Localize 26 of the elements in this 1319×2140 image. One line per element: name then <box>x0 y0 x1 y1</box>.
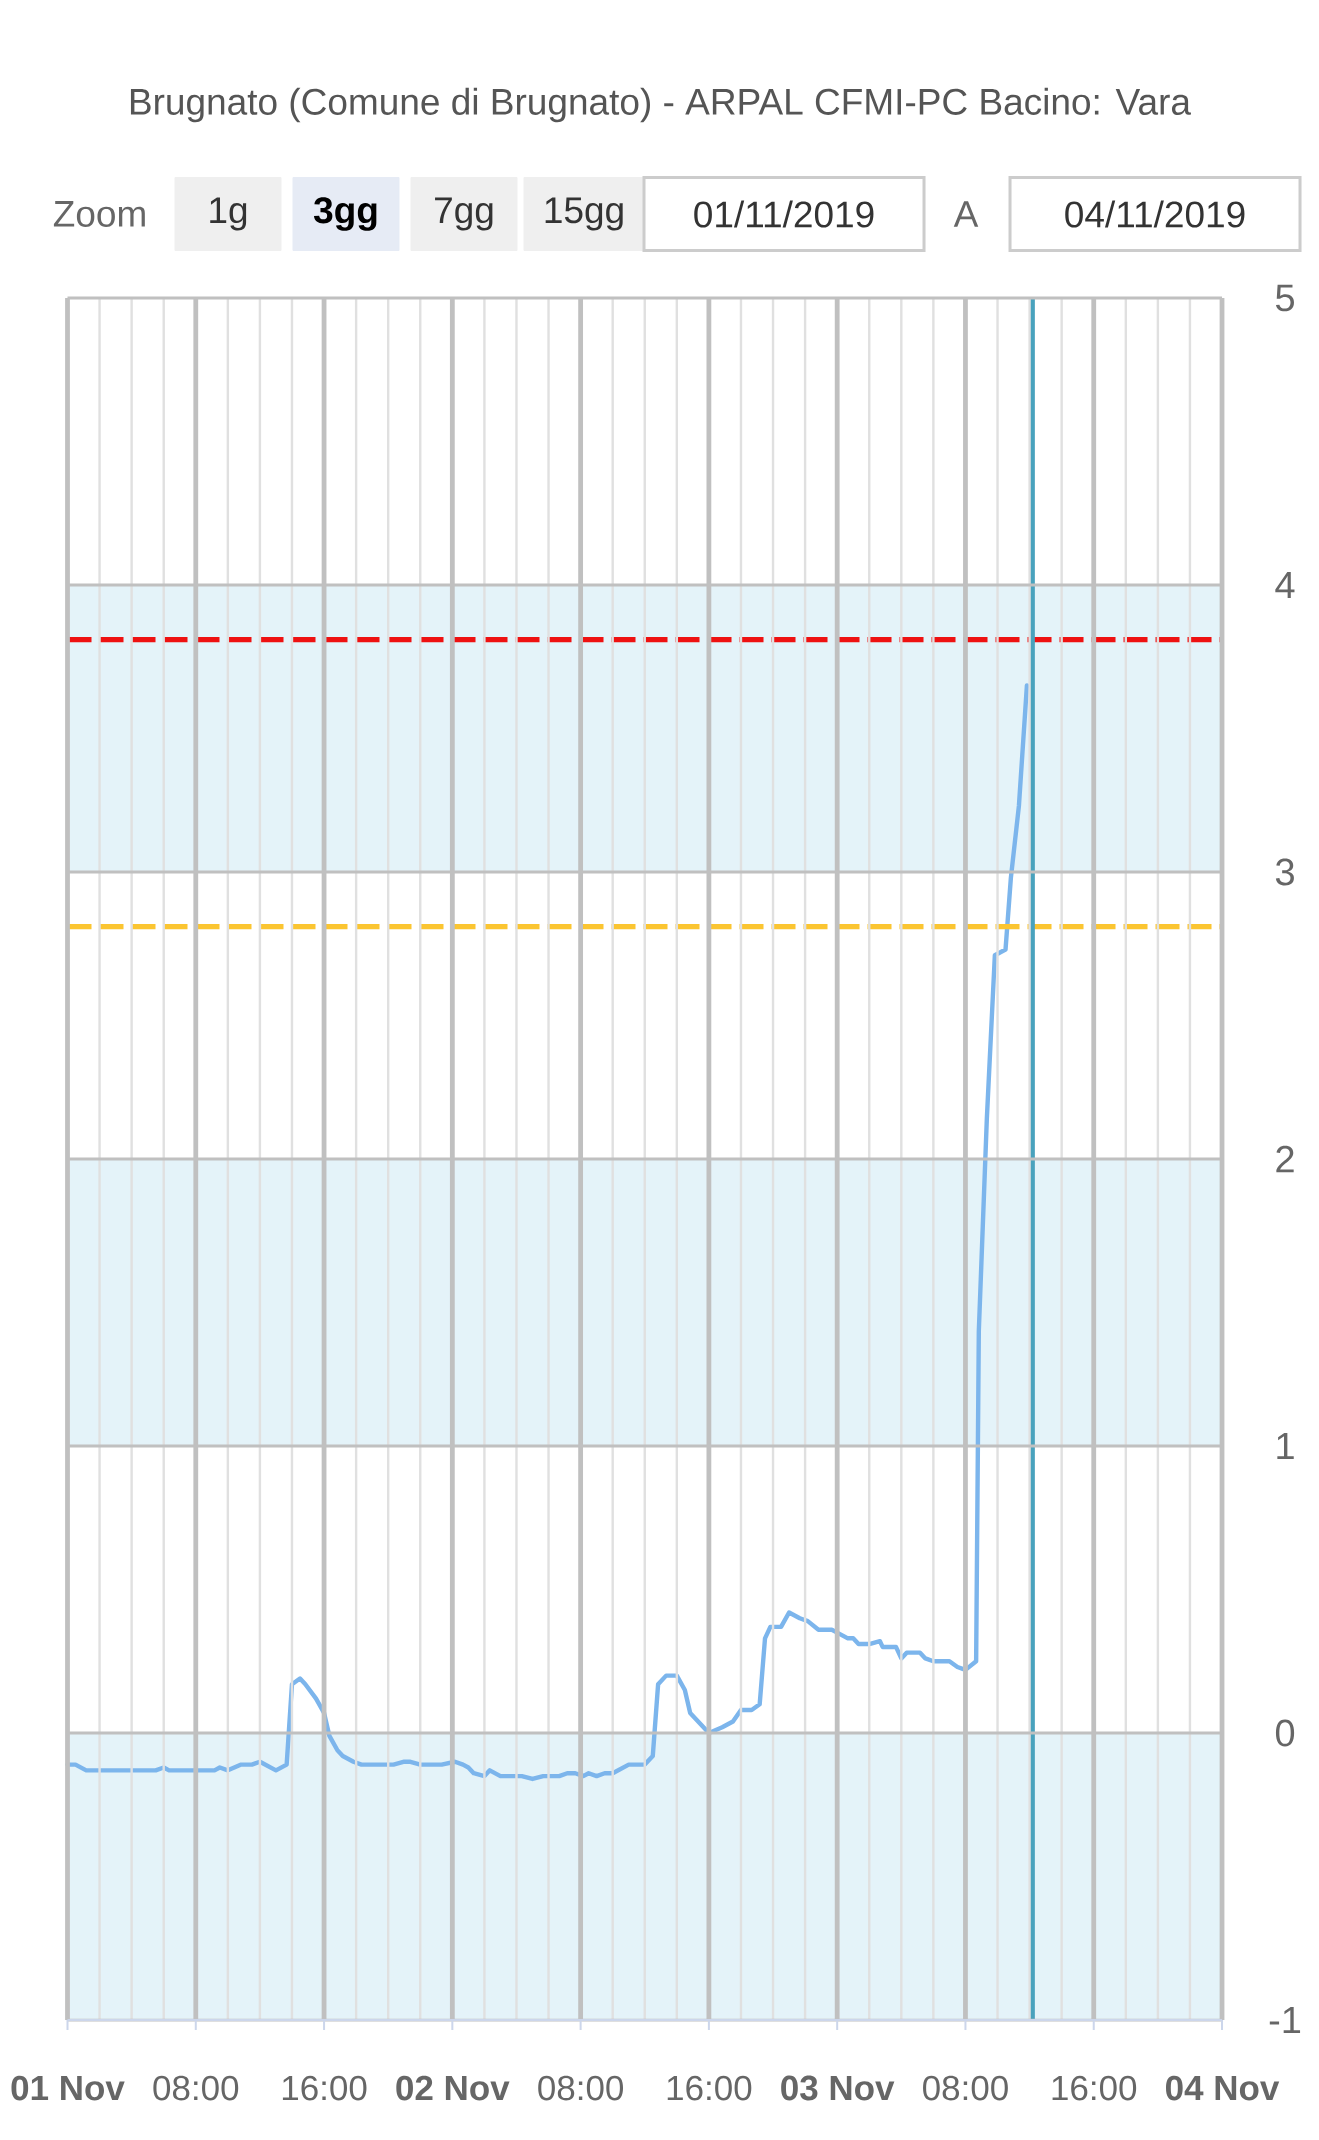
y-tick-label: 1 <box>1277 1432 1294 1460</box>
x-tick-label: 08:00 <box>538 2075 624 2101</box>
x-tick-label: 16:00 <box>1052 2075 1137 2101</box>
text: 01/11/2019 <box>694 200 874 228</box>
y-tick-label: -1 <box>1269 2006 1301 2034</box>
text: 04/11/2019 <box>1065 200 1245 228</box>
x-tick-label: 01 Nov <box>11 2075 125 2101</box>
y-tick-label: 3 <box>1275 858 1294 886</box>
y-tick-label: 0 <box>1275 1719 1295 1747</box>
x-tick-label: 04 Nov <box>1166 2075 1280 2101</box>
x-tick-label: 02 Nov <box>396 2075 510 2101</box>
y-tick-label: 5 <box>1275 284 1294 312</box>
text: 7gg <box>435 197 493 231</box>
x-tick-label: 08:00 <box>923 2075 1008 2101</box>
text: A <box>953 201 979 227</box>
text: 1g <box>210 197 247 231</box>
chart-title: Brugnato (Comune di Brugnato) - ARPAL CFMI-PC Bacino: Vara <box>130 87 1191 123</box>
text: 3gg <box>313 197 377 231</box>
x-tick-label: 16:00 <box>667 2075 752 2101</box>
x-tick-label: 03 Nov <box>781 2075 895 2101</box>
x-tick-label: 16:00 <box>282 2075 367 2101</box>
text: Zoom <box>53 201 145 227</box>
text: 15gg <box>545 197 623 231</box>
x-tick-label: 08:00 <box>153 2075 239 2101</box>
y-tick-label: 2 <box>1276 1145 1294 1173</box>
y-tick-label: 4 <box>1275 571 1295 599</box>
